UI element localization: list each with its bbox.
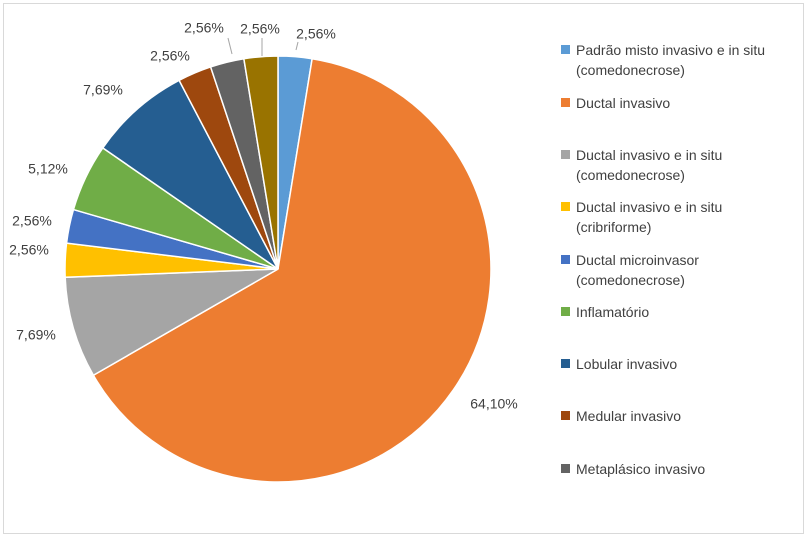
pie-slice	[92, 57, 492, 483]
legend-swatch	[561, 45, 570, 54]
legend-label: Lobular invasivo	[576, 356, 678, 372]
legend-swatch	[561, 202, 570, 211]
legend-item: Ductal invasivo e in situ (comedonecrose…	[561, 145, 801, 185]
slice-percent-label: 2,56%	[150, 48, 190, 64]
chart-frame	[3, 3, 804, 534]
legend-item: Medular invasivo	[561, 406, 801, 426]
leader-line	[295, 41, 299, 51]
legend-item: Ductal invasivo	[561, 93, 801, 113]
legend-label: Ductal invasivo	[576, 95, 671, 111]
pie-slice	[101, 79, 279, 270]
legend-swatch	[561, 255, 570, 264]
slice-percent-label: 2,56%	[240, 21, 280, 37]
legend-item: Metaplásico invasivo	[561, 459, 801, 479]
slice-percent-label: 5,12%	[28, 161, 68, 177]
legend-label: Metaplásico invasivo	[576, 461, 706, 477]
legend-label: Inflamatório	[576, 304, 650, 320]
pie-slice	[64, 268, 279, 377]
legend-swatch	[561, 150, 570, 159]
legend-item: Padrão misto invasivo e in situ (comedon…	[561, 40, 801, 80]
pie-labels: 2,56% 64,10% 7,69% 2,56% 2,56% 5,12% 7,69% 2,56…	[9, 20, 518, 412]
legend-label: Ductal invasivo e in situ (comedonecrose…	[576, 147, 723, 183]
legend-label: Ductal microinvasor (comedonecrose)	[576, 252, 699, 288]
leader-line	[227, 37, 233, 55]
slice-percent-label: 64,10%	[470, 396, 517, 412]
legend-label: Ductal invasivo e in situ (cribriforme)	[576, 199, 723, 235]
legend-item: Lobular invasivo	[561, 354, 801, 374]
legend-swatch	[561, 411, 570, 420]
slice-percent-label: 2,56%	[184, 20, 224, 36]
pie-slices	[64, 55, 492, 483]
slice-percent-label: 2,56%	[296, 26, 336, 42]
legend-swatch	[561, 307, 570, 316]
pie-slice	[243, 55, 279, 270]
slice-percent-label: 2,56%	[9, 242, 49, 258]
slice-percent-label: 7,69%	[83, 82, 123, 98]
legend-item: Inflamatório	[561, 302, 801, 322]
legend-label: Medular invasivo	[576, 408, 682, 424]
slice-percent-label: 2,56%	[12, 213, 52, 229]
legend-swatch	[561, 464, 570, 473]
legend-swatch	[561, 359, 570, 368]
legend-item: Ductal invasivo e in situ (cribriforme)	[561, 197, 801, 237]
legend-item: Ductal microinvasor (comedonecrose)	[561, 250, 801, 290]
legend-swatch	[561, 98, 570, 107]
legend-label: Padrão misto invasivo e in situ (comedon…	[576, 42, 766, 78]
slice-percent-label: 7,69%	[16, 327, 56, 343]
legend: Padrão misto invasivo e in situ (comedon…	[561, 0, 801, 539]
